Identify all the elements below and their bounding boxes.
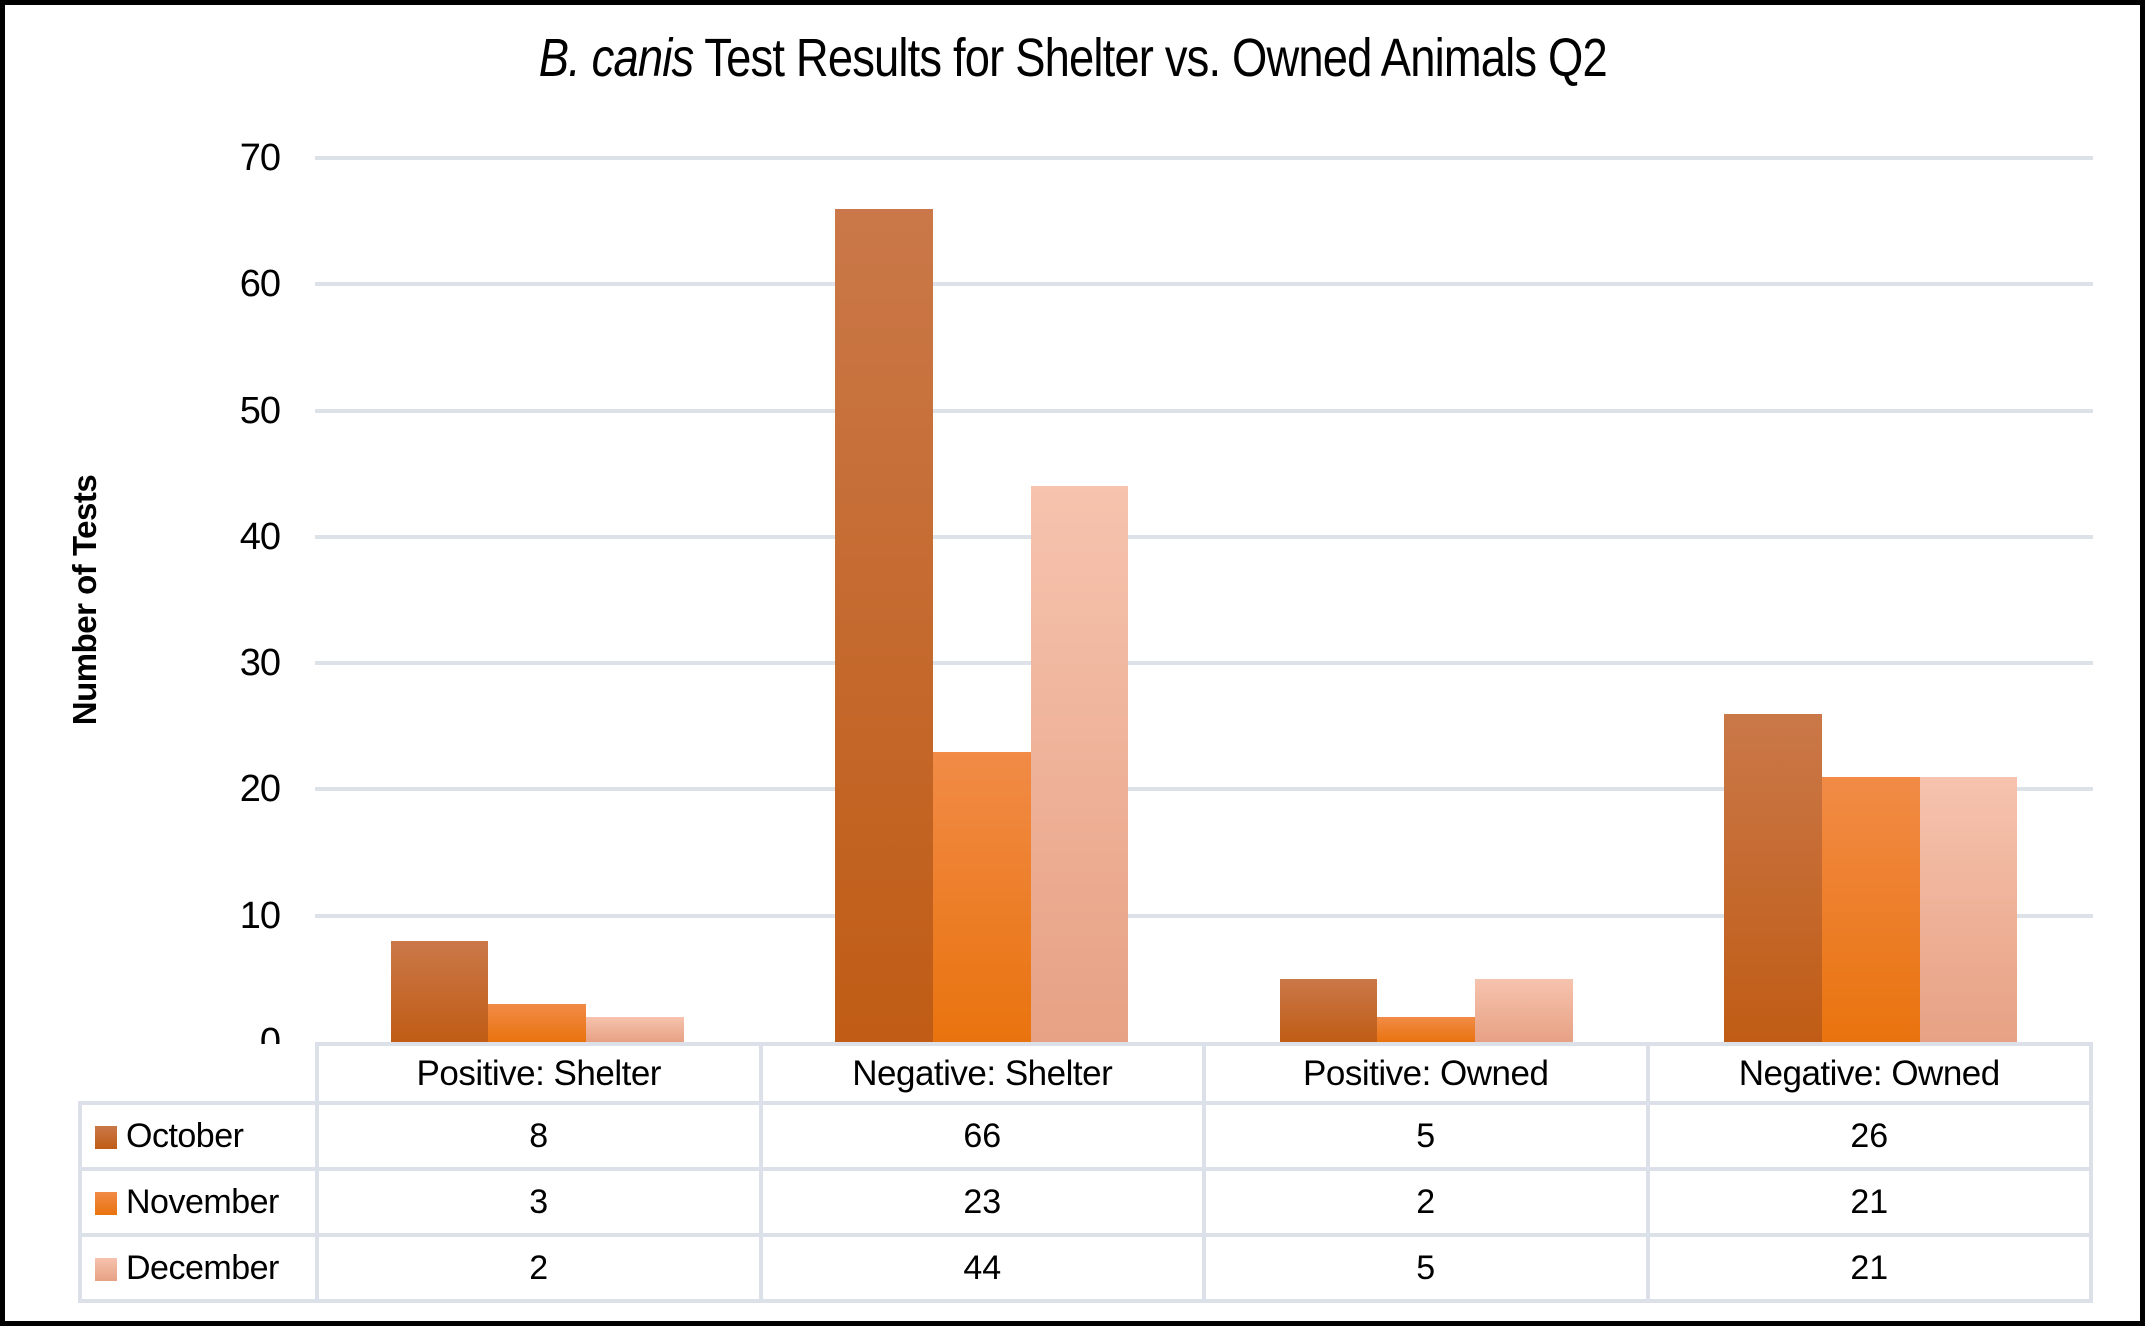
- y-axis-tick-30: 30: [239, 642, 281, 685]
- value-october-positive-owned: 5: [1202, 1101, 1650, 1171]
- value-december-positive-shelter: 2: [315, 1233, 763, 1303]
- table-corner-cell: [80, 1044, 317, 1103]
- gridline-50: [315, 408, 2093, 413]
- table-header-negative-shelter: Negative: Shelter: [758, 1042, 1206, 1105]
- legend-swatch-november: [95, 1191, 117, 1215]
- y-axis-tick-60: 60: [239, 263, 281, 306]
- bar-group-positive-shelter: [315, 158, 760, 1042]
- gridline-60: [315, 282, 2093, 287]
- series-name-november: November: [126, 1182, 279, 1221]
- y-axis-tick-70: 70: [239, 137, 281, 179]
- y-axis-tick-10: 10: [239, 894, 281, 937]
- bar-december-positive-owned: [1475, 978, 1573, 1042]
- bar-december-negative-owned: [1919, 776, 2018, 1042]
- value-december-negative-owned: 21: [1645, 1233, 2093, 1303]
- bar-november-positive-shelter: [488, 1004, 587, 1042]
- table-row-november: November 3 23 2 21: [78, 1167, 2093, 1237]
- bar-october-negative-owned: [1724, 713, 1822, 1042]
- legend-swatch-october: [95, 1125, 117, 1149]
- data-table: Positive: Shelter Negative: Shelter Positi…: [78, 1042, 2093, 1303]
- title-regular-part: Test Results for Shelter vs. Owned Anima…: [693, 28, 1607, 88]
- legend-label-december: December: [78, 1233, 319, 1303]
- legend-swatch-december: [95, 1257, 117, 1281]
- bar-december-negative-shelter: [1030, 486, 1129, 1042]
- value-october-negative-owned: 26: [1645, 1101, 2093, 1171]
- bar-november-negative-shelter: [932, 751, 1031, 1042]
- value-november-negative-owned: 21: [1645, 1167, 2093, 1237]
- value-december-positive-owned: 5: [1202, 1233, 1650, 1303]
- y-axis-ticks: 0 10 20 30 40 50 60 70: [5, 139, 281, 1061]
- series-name-october: October: [126, 1116, 244, 1155]
- gridline-10: [315, 913, 2093, 918]
- gridline-70: [315, 156, 2093, 160]
- y-axis-tick-20: 20: [239, 768, 281, 811]
- table-header-row: Positive: Shelter Negative: Shelter Positi…: [80, 1042, 2093, 1105]
- y-axis-tick-40: 40: [239, 515, 281, 558]
- bar-group-negative-owned: [1649, 158, 2094, 1042]
- chart-title-text: B. canis Test Results for Shelter vs. Ow…: [538, 27, 1607, 89]
- bar-groups: [315, 158, 2093, 1042]
- bar-december-positive-shelter: [586, 1016, 684, 1042]
- plot-area: [315, 156, 2093, 1042]
- bar-october-positive-shelter: [390, 940, 489, 1042]
- bar-october-positive-owned: [1279, 978, 1378, 1042]
- table-header-positive-owned: Positive: Owned: [1202, 1042, 1650, 1105]
- chart-title: B. canis Test Results for Shelter vs. Ow…: [5, 27, 2140, 89]
- bar-november-negative-owned: [1821, 776, 1920, 1042]
- legend-label-october: October: [78, 1101, 319, 1171]
- legend-label-november: November: [78, 1167, 319, 1237]
- gridline-20: [315, 787, 2093, 792]
- bar-group-positive-owned: [1204, 158, 1649, 1042]
- table-header-negative-owned: Negative: Owned: [1645, 1042, 2093, 1105]
- value-november-negative-shelter: 23: [758, 1167, 1206, 1237]
- table-header-positive-shelter: Positive: Shelter: [315, 1042, 763, 1105]
- value-october-negative-shelter: 66: [758, 1101, 1206, 1171]
- y-axis-tick-50: 50: [239, 389, 281, 432]
- gridline-30: [315, 661, 2093, 666]
- series-name-december: December: [126, 1248, 279, 1287]
- title-italic-part: B. canis: [538, 28, 694, 88]
- value-november-positive-shelter: 3: [315, 1167, 763, 1237]
- gridline-40: [315, 534, 2093, 539]
- table-row-october: October 8 66 5 26: [78, 1101, 2093, 1171]
- bar-group-negative-shelter: [760, 158, 1205, 1042]
- value-december-negative-shelter: 44: [758, 1233, 1206, 1303]
- bar-november-positive-owned: [1377, 1016, 1476, 1042]
- value-november-positive-owned: 2: [1202, 1167, 1650, 1237]
- value-october-positive-shelter: 8: [315, 1101, 763, 1171]
- table-row-december: December 2 44 5 21: [78, 1233, 2093, 1303]
- bar-october-negative-shelter: [835, 208, 933, 1042]
